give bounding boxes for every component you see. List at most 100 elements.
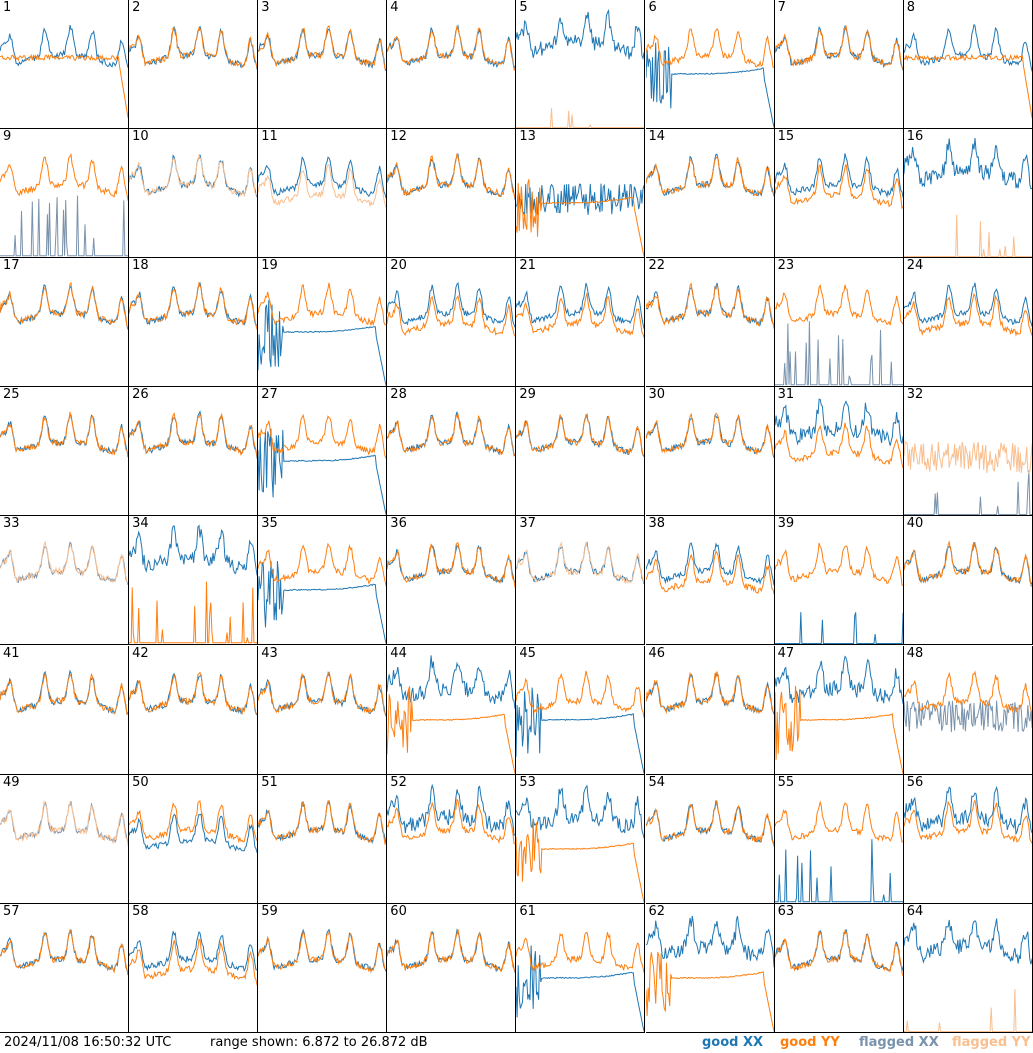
panel-number: 35 bbox=[261, 516, 278, 532]
panel-plot bbox=[903, 785, 1032, 844]
panel-plot bbox=[645, 153, 774, 197]
antenna-panel: 22 bbox=[645, 258, 775, 388]
panel-number: 49 bbox=[3, 774, 20, 790]
panel-plot bbox=[129, 799, 258, 853]
series-yy-line bbox=[258, 670, 387, 715]
legend-flagged-xx: flagged XX bbox=[859, 1035, 939, 1050]
panel-number: 34 bbox=[132, 516, 149, 532]
series-yy-line bbox=[258, 164, 387, 208]
series-yy-line bbox=[516, 179, 645, 257]
panel-plot bbox=[387, 783, 516, 844]
antenna-panel: 59 bbox=[258, 903, 388, 1033]
series-xx-line bbox=[903, 785, 1032, 836]
antenna-panel: 23 bbox=[774, 258, 904, 388]
panel-plot bbox=[516, 283, 645, 339]
panel-plot bbox=[774, 928, 903, 976]
series-yy-line bbox=[129, 26, 258, 69]
panel-number: 51 bbox=[261, 774, 278, 790]
antenna-panel: 13 bbox=[516, 129, 646, 259]
panel-number: 22 bbox=[648, 258, 666, 274]
series-yy-line bbox=[387, 153, 516, 199]
series-xx-line bbox=[0, 195, 129, 257]
antenna-panel: 12 bbox=[387, 129, 517, 259]
timestamp: 2024/11/08 16:50:32 UTC bbox=[4, 1035, 172, 1050]
antenna-panel: 42 bbox=[129, 645, 259, 775]
series-xx-line bbox=[129, 524, 258, 576]
series-xx-line bbox=[516, 8, 645, 61]
series-yy-line bbox=[129, 671, 258, 714]
series-xx-line bbox=[129, 26, 258, 70]
antenna-panel: 9 bbox=[0, 129, 130, 259]
antenna-panel: 63 bbox=[774, 903, 904, 1033]
panel-number: 8 bbox=[906, 0, 915, 15]
panel-plot bbox=[0, 669, 129, 715]
antenna-panel: 29 bbox=[516, 387, 646, 517]
panel-plot bbox=[645, 915, 774, 1032]
series-yy-line bbox=[387, 413, 516, 458]
panel-number: 19 bbox=[261, 258, 278, 274]
series-xx-line bbox=[516, 945, 645, 1032]
series-xx-line bbox=[774, 654, 903, 704]
series-yy-line bbox=[645, 800, 774, 847]
series-yy-line bbox=[387, 295, 516, 337]
panel-plot bbox=[774, 654, 903, 774]
antenna-panel: 62 bbox=[645, 903, 775, 1033]
antenna-panel: 41 bbox=[0, 645, 130, 775]
panel-number: 9 bbox=[3, 129, 12, 145]
antenna-panel: 43 bbox=[258, 645, 388, 775]
series-xx-line bbox=[645, 282, 774, 327]
antenna-panel: 17 bbox=[0, 258, 130, 388]
panel-number: 64 bbox=[906, 903, 924, 919]
panel-plot bbox=[645, 542, 774, 595]
antenna-panel: 51 bbox=[258, 774, 388, 904]
series-yy-line bbox=[903, 53, 1032, 118]
series-xx-line bbox=[903, 918, 1032, 965]
panel-number: 36 bbox=[390, 516, 407, 532]
panel-plot bbox=[129, 410, 258, 459]
series-yy-line bbox=[774, 284, 903, 326]
series-xx-line bbox=[645, 153, 774, 197]
antenna-panel: 46 bbox=[645, 645, 775, 775]
antenna-panel: 49 bbox=[0, 774, 130, 904]
panel-number: 58 bbox=[132, 903, 149, 919]
series-yy-line bbox=[516, 414, 645, 457]
panel-number: 37 bbox=[519, 516, 536, 532]
antenna-panel: 26 bbox=[129, 387, 259, 517]
panel-plot bbox=[774, 543, 903, 645]
panel-number: 44 bbox=[390, 645, 407, 661]
series-yy-line bbox=[516, 931, 645, 973]
series-yy-line bbox=[387, 542, 516, 589]
series-xx-line bbox=[129, 281, 258, 327]
panel-number: 24 bbox=[906, 258, 924, 274]
antenna-panel: 3 bbox=[258, 0, 388, 130]
panel-number: 41 bbox=[3, 645, 20, 661]
panel-number: 25 bbox=[3, 387, 20, 403]
antenna-panel: 35 bbox=[258, 516, 388, 646]
antenna-panel: 38 bbox=[645, 516, 775, 646]
antenna-panel: 30 bbox=[645, 387, 775, 517]
panel-plot bbox=[774, 153, 903, 210]
panel-number: 7 bbox=[777, 0, 786, 15]
panel-number: 10 bbox=[132, 129, 149, 145]
antenna-panel: 61 bbox=[516, 903, 646, 1033]
antenna-panel: 2 bbox=[129, 0, 259, 130]
panel-number: 57 bbox=[3, 903, 20, 919]
panel-number: 26 bbox=[132, 387, 149, 403]
panel-number: 5 bbox=[519, 0, 528, 15]
series-xx-line bbox=[774, 838, 903, 902]
panel-plot bbox=[903, 282, 1032, 338]
panel-plot bbox=[258, 928, 387, 974]
legend-flagged-yy: flagged YY bbox=[952, 1035, 1031, 1050]
series-xx-line bbox=[516, 283, 645, 330]
series-xx-line bbox=[516, 541, 645, 585]
antenna-panel: 27 bbox=[258, 387, 388, 517]
series-yy-line bbox=[645, 282, 774, 330]
series-xx-line bbox=[903, 138, 1032, 190]
series-xx-line bbox=[774, 612, 903, 645]
antenna-panel: 25 bbox=[0, 387, 130, 517]
panel-plot bbox=[387, 927, 516, 973]
series-yy-line bbox=[0, 152, 129, 201]
panel-plot bbox=[903, 669, 1032, 732]
panel-plot bbox=[258, 156, 387, 208]
panel-number: 55 bbox=[777, 774, 795, 790]
